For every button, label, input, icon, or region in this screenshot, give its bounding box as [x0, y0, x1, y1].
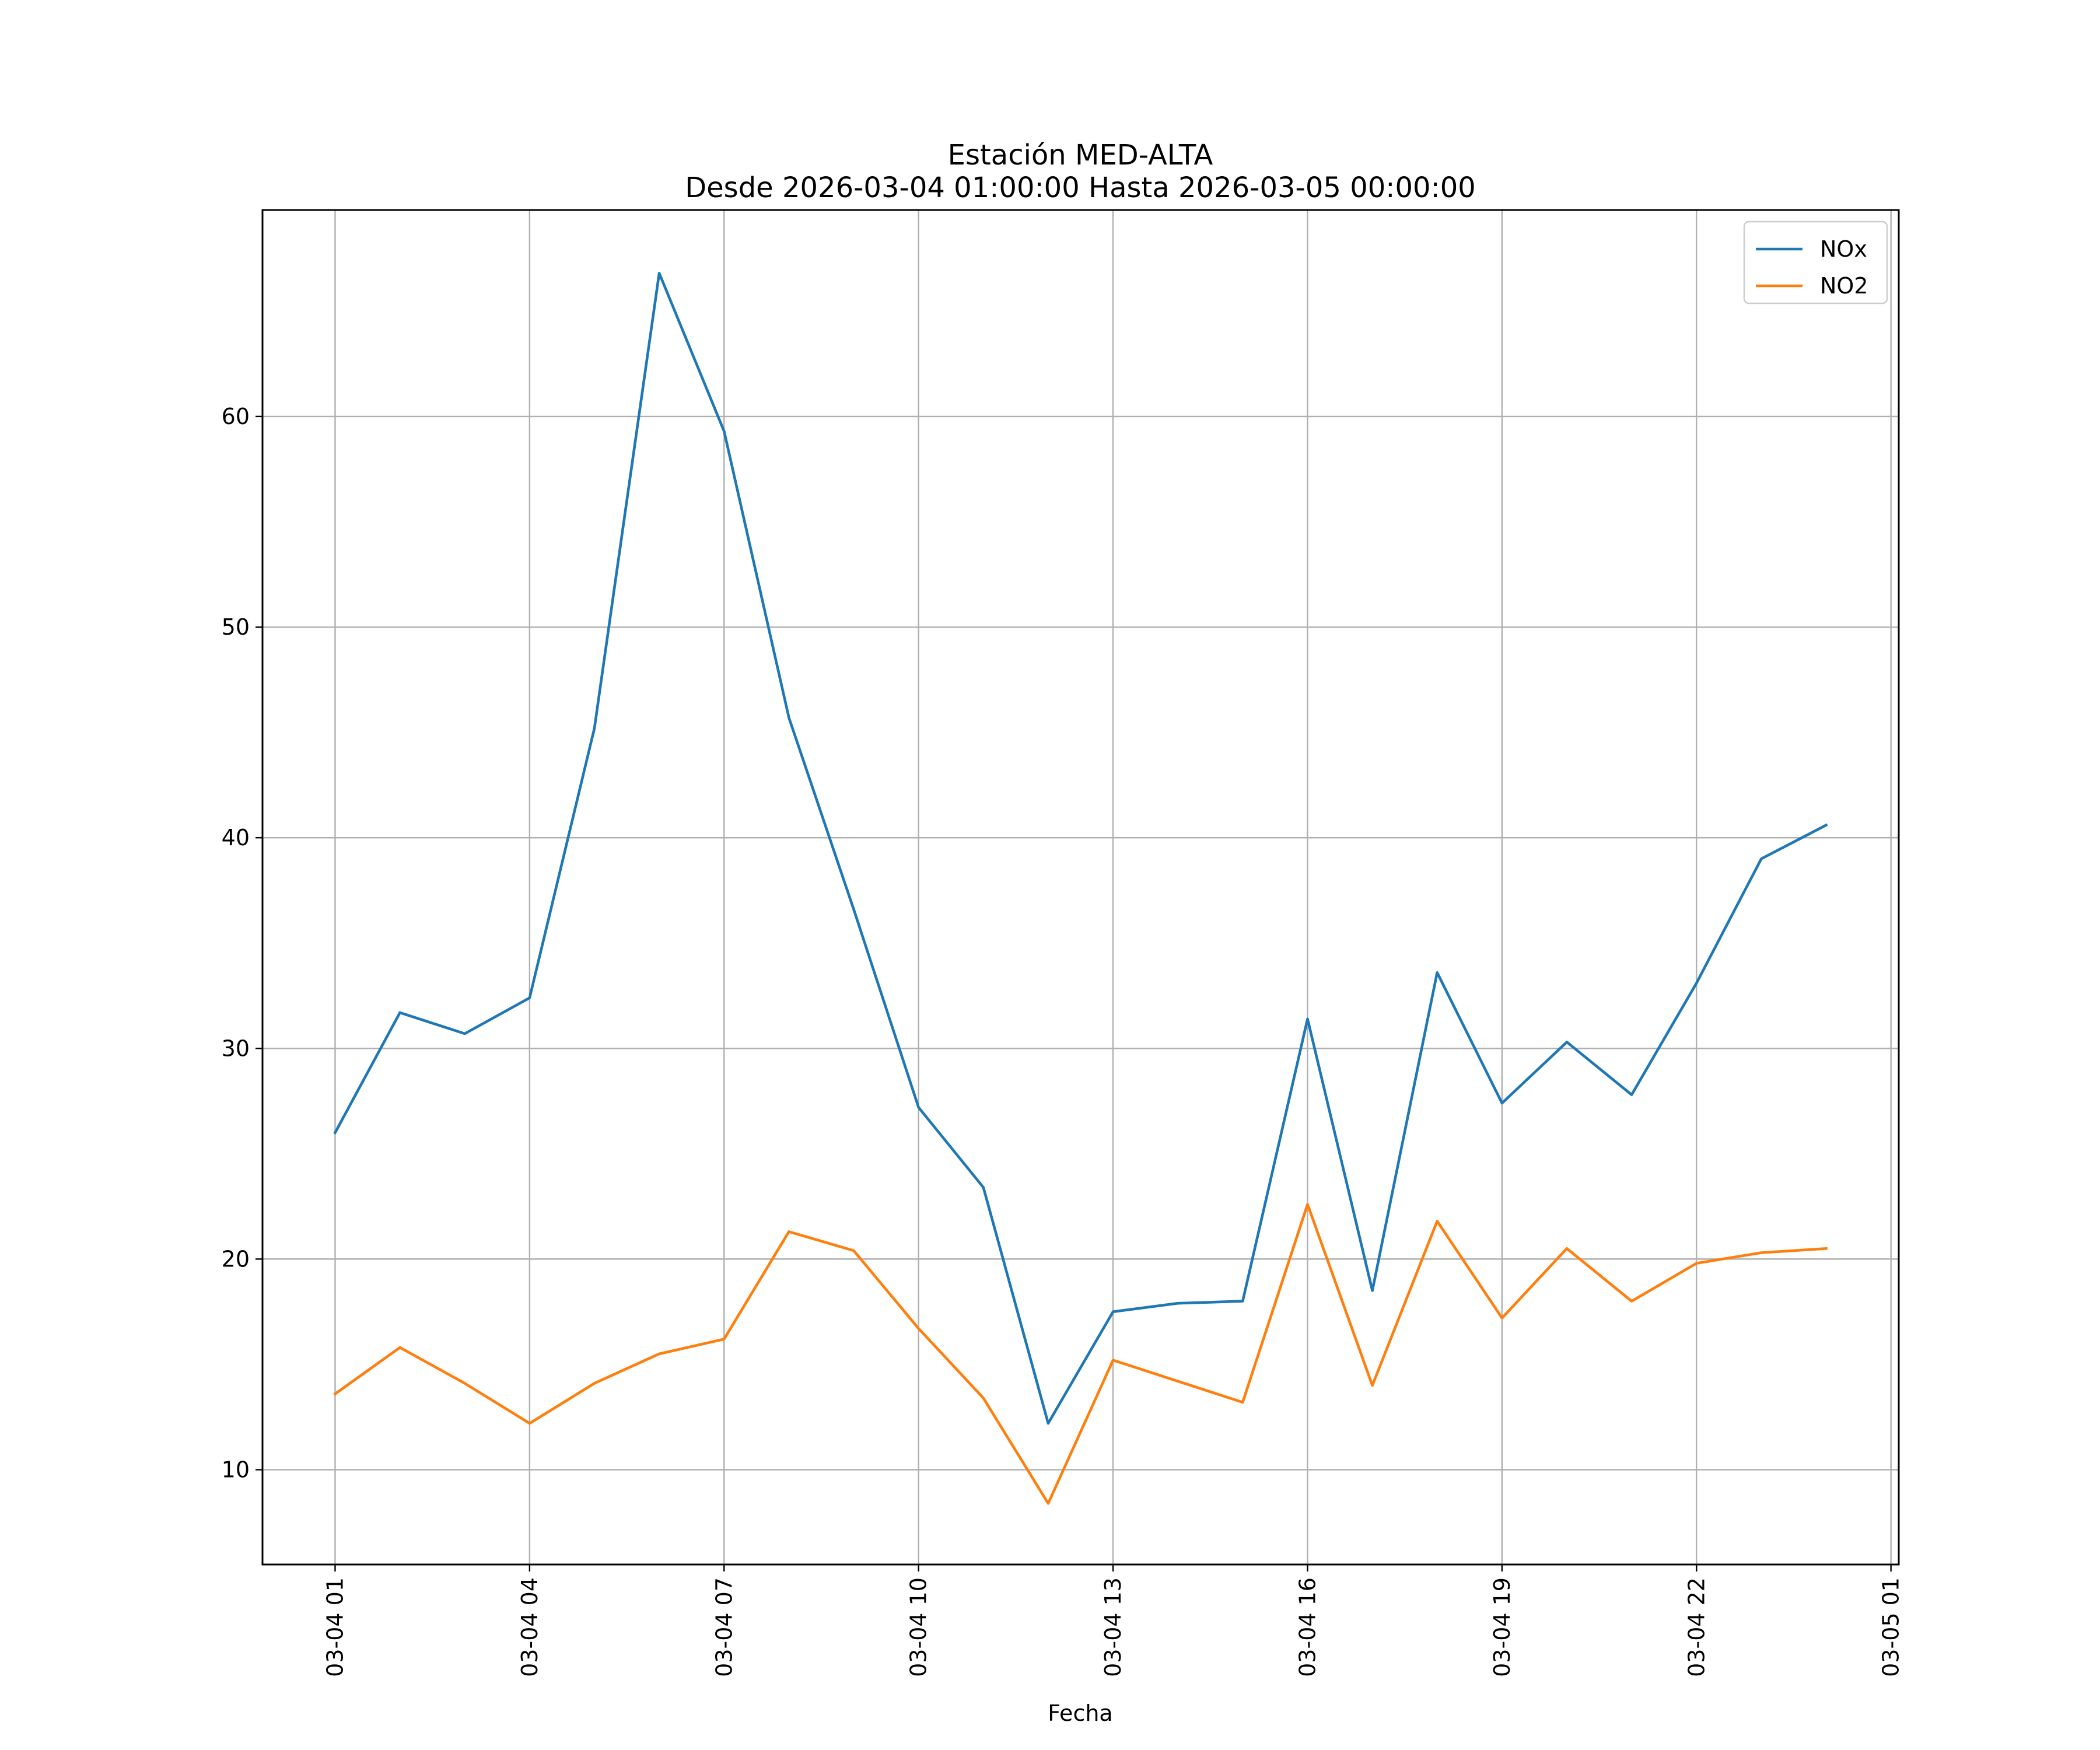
chart-subtitle: Desde 2026-03-04 01:00:00 Hasta 2026-03-…	[685, 172, 1476, 204]
series-line-no2	[333, 1203, 1828, 1505]
y-tick-label: 20	[222, 1246, 250, 1272]
x-tick-label: 03-05 01	[1878, 1577, 1904, 1677]
series-group	[333, 271, 1828, 1505]
series-line-nox	[333, 271, 1828, 1425]
y-tick-label: 30	[222, 1035, 250, 1061]
y-tick-label: 50	[222, 614, 250, 640]
y-tick-label: 60	[222, 404, 250, 429]
x-tick-label: 03-04 04	[517, 1577, 542, 1677]
legend-label-no2: NO2	[1820, 273, 1868, 299]
x-tick-label: 03-04 16	[1294, 1577, 1320, 1677]
x-tick-label: 03-04 13	[1100, 1577, 1126, 1677]
legend-box	[1743, 220, 1888, 304]
x-tick-label: 03-04 07	[711, 1577, 737, 1677]
y-tick-label: 40	[222, 825, 250, 850]
x-tick-label: 03-04 10	[906, 1577, 932, 1677]
legend-label-nox: NOx	[1820, 236, 1867, 262]
axis-ticks: 03-04 01 03-04 04 03-04 07 03-04 10 03-04 13…	[222, 404, 1904, 1677]
x-tick-label: 03-04 22	[1684, 1577, 1709, 1677]
x-tick-label: 03-04 19	[1489, 1577, 1515, 1677]
x-tick-label: 03-04 01	[322, 1577, 348, 1677]
legend: NOx NO2	[1743, 220, 1888, 304]
y-tick-label: 10	[222, 1457, 250, 1482]
x-axis-label: Fecha	[1048, 1700, 1112, 1726]
plot-frame	[261, 209, 1900, 1566]
chart-title: Estación MED-ALTA	[948, 139, 1213, 172]
